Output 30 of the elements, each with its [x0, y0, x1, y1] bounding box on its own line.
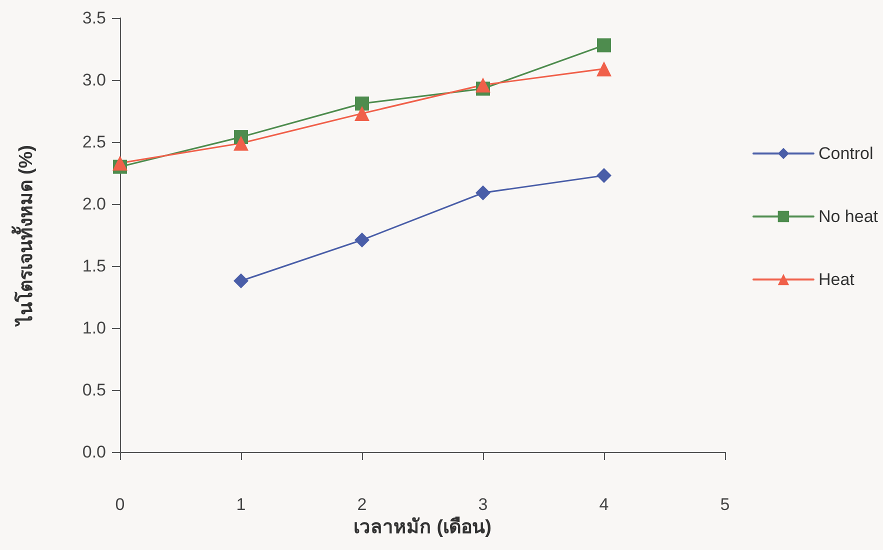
- y-tick-label: 2.5: [82, 132, 106, 152]
- point: [112, 156, 128, 171]
- legend-label: No heat: [818, 207, 878, 226]
- x-tick-label: 4: [599, 495, 609, 514]
- legend-label: Heat: [818, 270, 855, 289]
- point: [234, 273, 248, 288]
- legend-label: Control: [818, 144, 874, 163]
- x-tick-label: 2: [357, 495, 367, 514]
- point: [596, 61, 612, 76]
- x-tick-label: 3: [478, 495, 488, 514]
- point: [354, 232, 370, 248]
- x-tick-label: 1: [236, 495, 246, 514]
- y-tick-label: 0.0: [82, 442, 106, 462]
- point: [597, 38, 611, 52]
- y-tick-label: 3.5: [82, 8, 106, 28]
- y-axis-title: ไนโตรเจนทั้งหมด (%): [11, 145, 37, 327]
- y-tick-label: 2.0: [82, 194, 106, 214]
- y-tick-label: 3.0: [82, 70, 106, 90]
- x-tick-label: 5: [720, 495, 730, 514]
- x-axis-title: เวลาหมัก (เดือน): [354, 516, 492, 538]
- point: [234, 136, 248, 151]
- y-tick-label: 1.5: [82, 256, 106, 276]
- point: [476, 77, 490, 92]
- point: [596, 168, 612, 183]
- y-tick-label: 0.5: [82, 380, 106, 400]
- point: [476, 185, 490, 200]
- x-tick-label: 0: [115, 495, 125, 514]
- point: [355, 96, 369, 111]
- point: [354, 106, 370, 121]
- y-tick-label: 1.0: [82, 318, 106, 338]
